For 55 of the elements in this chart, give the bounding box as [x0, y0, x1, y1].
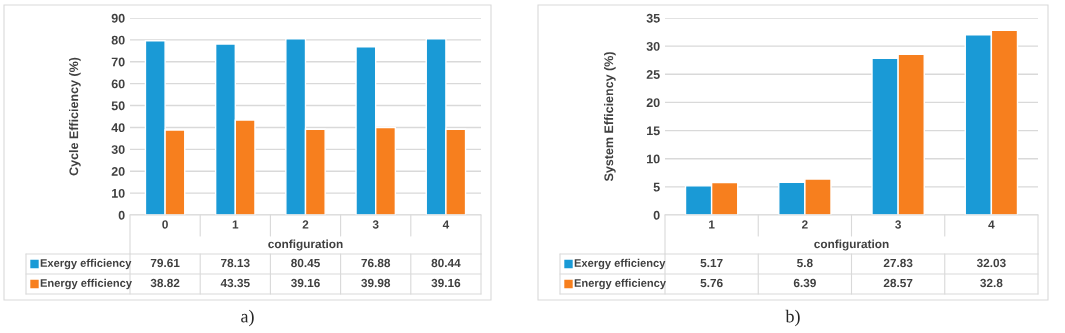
x-axis-title: configuration	[268, 239, 343, 251]
data-label: 43.35	[220, 278, 250, 288]
data-label: 80.44	[431, 258, 461, 268]
y-tick-label: 15	[647, 126, 660, 136]
x-tick-label: 4	[442, 220, 450, 229]
y-tick-label: 70	[111, 57, 125, 67]
x-tick-label: 3	[895, 220, 901, 229]
y-tick-label: 20	[646, 98, 660, 108]
legend-label: Exergy efficiency	[574, 258, 666, 270]
data-label: 5.8	[797, 258, 813, 268]
x-tick-label: 2	[302, 220, 309, 229]
y-tick-label: 20	[111, 167, 125, 176]
y-tick-label: 0	[653, 210, 660, 220]
data-label: 39.16	[291, 278, 320, 288]
data-label: 38.82	[150, 278, 180, 288]
data-label: 32.03	[976, 258, 1006, 268]
data-label: 39.16	[431, 278, 461, 288]
y-axis-title: System Efficiency (%)	[604, 52, 616, 182]
y-tick-label: 30	[111, 145, 125, 154]
x-axis-title: configuration	[814, 239, 889, 251]
x-tick-label: 0	[162, 220, 168, 229]
y-axis-title: Cycle Efficiency (%)	[69, 57, 81, 176]
y-tick-label: 10	[112, 188, 125, 198]
data-label: 27.83	[883, 258, 913, 268]
y-tick-label: 35	[646, 13, 660, 23]
data-label: 76.88	[361, 258, 391, 268]
text: b)	[785, 309, 800, 327]
y-tick-label: 25	[646, 70, 660, 79]
y-tick-label: 50	[111, 101, 125, 111]
data-label: 5.76	[700, 278, 723, 288]
y-tick-label: 90	[111, 13, 125, 23]
legend-label: Energy efficiency	[574, 278, 666, 290]
x-tick-label: 3	[372, 220, 379, 229]
data-label: 80.45	[291, 258, 320, 268]
data-label: 28.57	[883, 278, 913, 288]
x-tick-label: 2	[802, 220, 808, 229]
legend-label: Energy efficiency	[40, 278, 132, 290]
data-label: 39.98	[361, 278, 391, 288]
data-label: 6.39	[793, 278, 816, 288]
data-label: 32.8	[980, 278, 1003, 288]
text: a)	[241, 309, 254, 327]
x-tick-label: 4	[988, 220, 995, 229]
y-tick-label: 30	[646, 41, 660, 51]
y-tick-label: 5	[653, 182, 660, 192]
y-tick-label: 0	[118, 210, 125, 220]
data-label: 5.17	[700, 258, 723, 268]
y-tick-label: 80	[111, 35, 125, 45]
x-tick-label: 1	[709, 220, 715, 229]
y-tick-label: 40	[111, 123, 125, 133]
y-tick-label: 10	[647, 154, 660, 164]
x-tick-label: 1	[232, 220, 239, 229]
data-label: 78.13	[221, 258, 250, 268]
data-label: 79.61	[150, 258, 180, 268]
legend-label: Exergy efficiency	[40, 258, 132, 270]
y-tick-label: 60	[111, 79, 125, 89]
